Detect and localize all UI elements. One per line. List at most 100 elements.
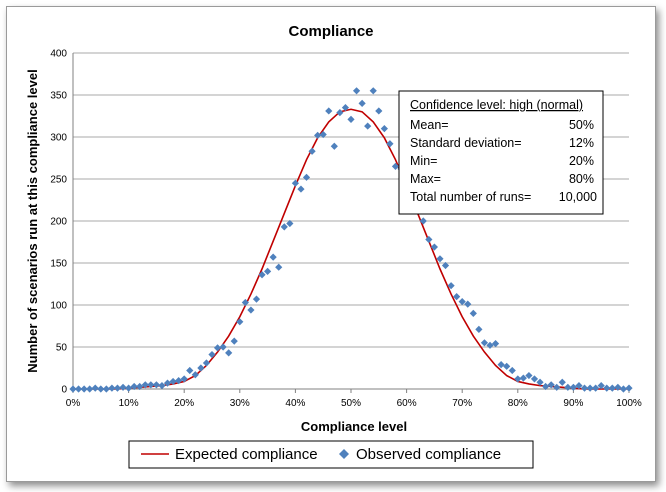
y-tick-label: 300 (50, 133, 67, 144)
observed-point (158, 382, 166, 390)
observed-point (380, 125, 388, 133)
observed-point (436, 255, 444, 263)
observed-point (197, 364, 205, 372)
observed-point (336, 109, 344, 117)
observed-point (191, 371, 199, 379)
observed-point (597, 382, 605, 390)
y-tick-label: 0 (61, 385, 67, 396)
observed-point (180, 375, 188, 383)
observed-point (464, 300, 472, 308)
observed-point (208, 350, 216, 359)
expected-compliance-line (73, 108, 629, 390)
info-row-value: 80% (569, 172, 594, 186)
x-tick-label: 0% (66, 398, 81, 409)
observed-point (252, 295, 261, 303)
observed-point (514, 375, 522, 383)
observed-point (458, 298, 466, 306)
x-tick-label: 90% (563, 398, 583, 409)
y-tick-label: 400 (50, 49, 67, 60)
x-tick-labels: 0% 10% 20% 30% 40% 50% 60% 70% 80% 90% 100% (66, 398, 642, 409)
observed-point (308, 147, 316, 155)
observed-point (441, 261, 450, 270)
observed-point (258, 271, 266, 279)
observed-point (575, 382, 583, 390)
x-tick-label: 70% (452, 398, 472, 409)
observed-point (592, 384, 600, 392)
legend-marker-swatch (339, 449, 349, 459)
observed-point (480, 339, 489, 347)
observed-point (569, 383, 577, 391)
observed-point (202, 359, 211, 367)
info-row-label: Standard deviation= (410, 136, 522, 150)
observed-point (358, 99, 366, 107)
observed-point (625, 384, 633, 392)
info-row-value: 12% (569, 136, 594, 150)
observed-point (136, 382, 144, 391)
expected-compliance-series (73, 108, 629, 390)
axes (72, 53, 630, 393)
observed-point (453, 293, 461, 301)
info-row-value: 20% (569, 154, 594, 168)
observed-point (286, 219, 294, 228)
observed-point (536, 378, 544, 386)
observed-point (297, 185, 305, 193)
x-tick-label: 80% (508, 398, 528, 409)
info-box-heading: Confidence level: high (normal) (410, 98, 583, 112)
info-row-value: 10,000 (559, 190, 597, 204)
legend-frame (128, 440, 534, 469)
observed-point (475, 325, 483, 333)
observed-point (130, 382, 138, 391)
observed-point (508, 366, 516, 375)
observed-point (419, 217, 427, 225)
observed-point (141, 381, 149, 389)
observed-point (619, 385, 628, 393)
observed-point (175, 377, 183, 385)
info-row-label: Total number of runs= (410, 190, 531, 204)
y-tick-label: 250 (50, 175, 67, 186)
x-tick-label: 40% (285, 398, 305, 409)
observed-point (163, 379, 172, 387)
info-row-label: Mean= (410, 118, 449, 132)
observed-point (264, 267, 272, 275)
chart-frame: Compliance 0 50 100 150 200 250 300 350 400 0% 10… (6, 6, 656, 482)
y-tick-labels: 0 50 100 150 200 250 300 350 400 (50, 49, 67, 396)
observed-point (225, 349, 233, 357)
observed-point (147, 381, 155, 389)
info-box-frame (398, 90, 604, 215)
y-tick-label: 350 (50, 91, 67, 102)
y-axis-title: Number of scenarios run at this complian… (25, 69, 40, 372)
observed-point (347, 115, 355, 123)
observed-point (608, 384, 616, 392)
observed-point (247, 306, 255, 314)
observed-point (125, 384, 133, 392)
x-tick-label: 60% (397, 398, 417, 409)
observed-point (586, 384, 594, 392)
observed-point (230, 337, 238, 345)
observed-point (564, 383, 572, 391)
observed-point (319, 130, 327, 139)
legend-label-expected: Expected compliance (175, 446, 318, 463)
info-box: Confidence level: high (normal) Mean= 50… (398, 90, 604, 215)
observed-point (603, 384, 611, 392)
observed-point (102, 385, 110, 393)
observed-point (497, 361, 505, 369)
observed-point (302, 173, 311, 181)
observed-point (213, 344, 222, 352)
observed-point (219, 343, 227, 351)
observed-point (503, 362, 511, 370)
observed-point (547, 381, 555, 389)
observed-point (364, 122, 372, 130)
observed-point (80, 385, 88, 393)
observed-point (280, 223, 288, 231)
observed-point (169, 377, 177, 386)
x-tick-label: 50% (341, 398, 361, 409)
observed-point (119, 383, 127, 391)
observed-point (391, 162, 400, 170)
observed-point (74, 385, 83, 393)
observed-point (352, 87, 361, 95)
x-tick-label: 10% (119, 398, 139, 409)
gridlines (73, 52, 629, 348)
observed-point (186, 366, 194, 375)
observed-point (486, 341, 494, 349)
legend-label-observed: Observed compliance (356, 446, 501, 463)
